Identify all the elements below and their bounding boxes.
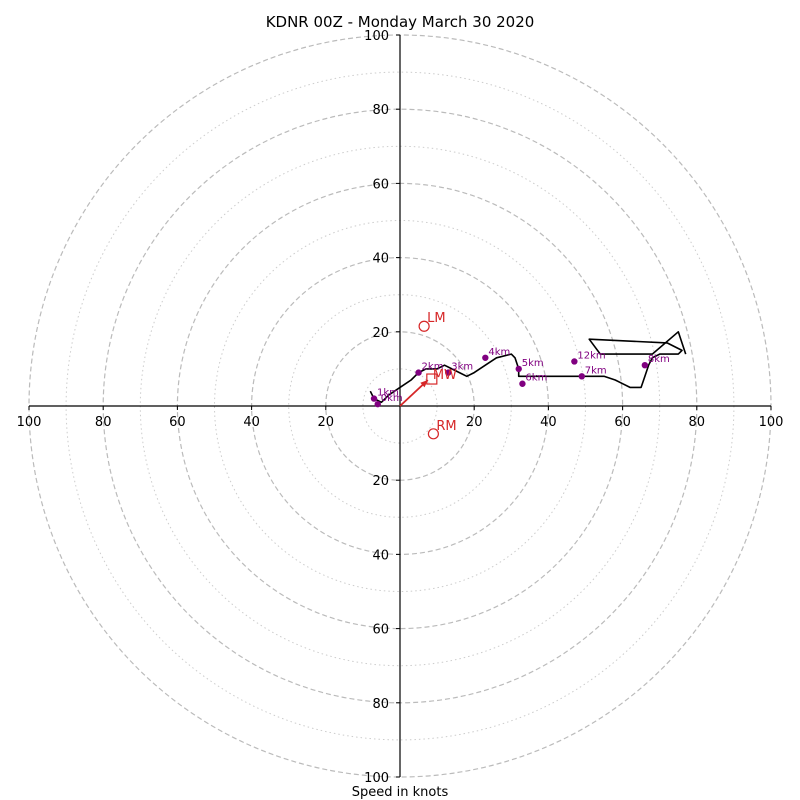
- height-label-1km: 1km: [377, 388, 399, 399]
- height-label-3km: 3km: [451, 362, 473, 373]
- y-tick-label: 20: [372, 474, 389, 489]
- x-tick-label: 80: [95, 415, 112, 430]
- height-label-5km: 5km: [522, 358, 544, 369]
- hodograph-trace: [369, 330, 687, 404]
- height-marker-5km: [515, 365, 522, 373]
- y-tick-label: 100: [364, 29, 389, 44]
- y-tick-label: 80: [372, 697, 389, 712]
- rm-label: RM: [436, 419, 456, 434]
- height-label-4km: 4km: [488, 347, 510, 358]
- mean-wind-marker: [426, 373, 438, 385]
- chart-title: KDNR 00Z - Monday March 30 2020: [266, 13, 535, 31]
- lm-label: LM: [427, 311, 445, 326]
- y-tick-label: 60: [372, 177, 389, 192]
- x-tick-label: 40: [540, 415, 557, 430]
- x-tick-label: 60: [169, 415, 186, 430]
- height-marker-3km: [445, 369, 452, 376]
- mean-wind-label: MW: [433, 368, 457, 383]
- height-label-2km: 2km: [422, 362, 444, 373]
- height-marker-6km: [519, 380, 526, 387]
- y-tick-label: 40: [372, 252, 389, 267]
- height-label-12km: 12km: [577, 350, 605, 361]
- height-marker-7km: [578, 373, 585, 380]
- height-marker-0km: [374, 400, 381, 408]
- x-tick-label: 20: [466, 415, 483, 430]
- height-marker-8km: [641, 361, 649, 369]
- x-axis-label: Speed in knots: [352, 785, 449, 800]
- storm-motion: MW LM RM: [399, 311, 457, 440]
- x-tick-label: 100: [759, 415, 784, 430]
- height-marker-1km: [370, 395, 378, 402]
- x-tick-label: 60: [614, 415, 631, 430]
- height-label-0km: 0km: [381, 393, 403, 404]
- y-tick-label: 80: [372, 103, 389, 118]
- x-tick-label: 80: [689, 415, 706, 430]
- y-tick-label: 20: [372, 326, 389, 341]
- y-tick-label: 40: [372, 548, 389, 563]
- y-tick-label: 60: [372, 623, 389, 638]
- height-label-7km: 7km: [585, 365, 607, 376]
- height-label-6km: 6km: [525, 373, 547, 384]
- x-tick-label: 100: [17, 415, 42, 430]
- lm-marker: [418, 320, 430, 332]
- rm-marker: [427, 428, 439, 440]
- mean-wind-arrowhead: [420, 380, 428, 388]
- tick-labels: 100 80 60 40 20 20 40 60 80 100 100 80 60 40 20 20 40 60 8…: [17, 29, 784, 786]
- x-tick-label: 20: [318, 415, 335, 430]
- y-tick-label: 100: [364, 771, 389, 786]
- hodograph-line: [369, 330, 687, 404]
- height-marker-4km: [482, 354, 489, 361]
- x-tick-label: 40: [243, 415, 260, 430]
- height-marker-12km: [571, 358, 578, 365]
- height-marker-2km: [415, 369, 422, 376]
- height-label-8km: 8km: [648, 354, 670, 365]
